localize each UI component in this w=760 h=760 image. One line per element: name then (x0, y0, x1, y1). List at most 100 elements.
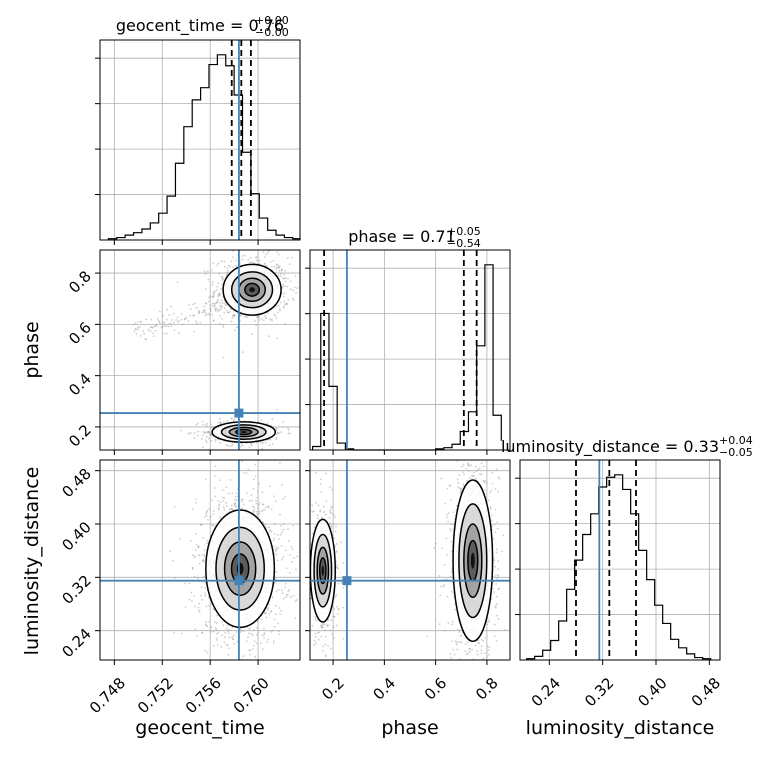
sample-point (487, 620, 490, 623)
sample-point (197, 430, 200, 433)
sample-point (292, 299, 295, 302)
sample-point (291, 548, 294, 551)
sample-point (324, 643, 327, 646)
sample-point (211, 499, 213, 502)
sample-point (236, 326, 238, 329)
sample-point (337, 582, 340, 585)
sample-point (335, 624, 338, 627)
sample-point (307, 428, 309, 430)
sample-point (470, 402, 472, 404)
sample-point (225, 309, 228, 312)
sample-point (193, 314, 195, 317)
sample-point (201, 434, 204, 437)
sample-point (302, 301, 304, 303)
sample-point (209, 626, 212, 629)
sample-point (287, 590, 290, 593)
sample-point (193, 432, 196, 435)
sample-point (213, 307, 216, 310)
sample-point (227, 269, 230, 272)
sample-point (284, 280, 287, 283)
sample-point (284, 495, 287, 498)
sample-point (189, 432, 191, 434)
sample-point (279, 524, 282, 527)
sample-point (278, 538, 280, 540)
sample-point (493, 523, 496, 526)
sample-point (282, 295, 285, 298)
sample-point (455, 660, 457, 662)
title-phase: phase = 0.71 (348, 227, 455, 246)
sample-point (216, 300, 219, 303)
sample-point (211, 426, 213, 429)
title-luminosity-distance-minus: −0.05 (719, 446, 753, 459)
sample-point (476, 438, 478, 440)
sample-point (263, 633, 265, 636)
sample-point (480, 649, 483, 652)
sample-point (274, 604, 277, 607)
sample-point (239, 631, 242, 633)
sample-point (195, 322, 198, 325)
sample-point (158, 321, 161, 324)
sample-point (233, 634, 235, 637)
sample-point (245, 492, 248, 495)
truth-marker-luminosity_distance_vs_geocent_time (234, 576, 244, 586)
sample-point (214, 495, 217, 498)
sample-point (221, 620, 223, 623)
sample-point (476, 666, 478, 668)
sample-point (278, 633, 281, 636)
sample-point (444, 502, 447, 505)
sample-point (256, 316, 259, 319)
sample-point (459, 662, 461, 664)
sample-point (216, 614, 218, 617)
sample-point (229, 265, 231, 268)
sample-point (440, 477, 442, 480)
sample-point (198, 609, 201, 612)
sample-point (303, 307, 305, 309)
sample-point (173, 505, 176, 508)
sample-point (275, 549, 278, 552)
sample-point (222, 326, 225, 329)
sample-point (449, 529, 452, 532)
sample-point (463, 473, 465, 476)
sample-point (273, 495, 275, 498)
sample-point (279, 533, 282, 536)
sample-point (269, 318, 271, 321)
sample-point (264, 441, 267, 444)
sample-point (460, 634, 463, 637)
sample-point (477, 664, 479, 666)
sample-point (179, 429, 182, 432)
sample-point (320, 516, 323, 519)
xlabel-phase: phase (381, 717, 438, 739)
sample-point (452, 648, 455, 651)
sample-point (471, 648, 473, 651)
sample-point (468, 648, 470, 651)
sample-point (457, 641, 460, 644)
sample-point (217, 508, 220, 511)
sample-point (452, 523, 455, 526)
sample-point (259, 441, 262, 444)
sample-point (221, 667, 223, 669)
sample-point (479, 676, 481, 678)
sample-point (213, 302, 216, 305)
sample-point (325, 654, 327, 657)
xtick-label-luminosity_distance-2: 0.40 (634, 674, 670, 710)
sample-point (203, 270, 206, 273)
sample-point (257, 631, 259, 634)
sample-point (212, 262, 215, 264)
sample-point (210, 310, 212, 312)
xtick-label-phase-1: 0.4 (370, 674, 400, 704)
sample-point (227, 653, 230, 656)
sample-point (293, 286, 296, 289)
sample-point (275, 304, 278, 307)
sample-point (491, 519, 494, 522)
sample-point (203, 553, 206, 556)
sample-point (281, 483, 283, 486)
sample-point (143, 332, 146, 335)
sample-point (213, 665, 215, 667)
sample-point (319, 509, 322, 512)
sample-point (276, 337, 279, 340)
sample-point (232, 256, 234, 259)
sample-point (468, 650, 471, 653)
sample-point (460, 489, 462, 492)
sample-point (228, 636, 231, 639)
sample-point (274, 552, 276, 555)
